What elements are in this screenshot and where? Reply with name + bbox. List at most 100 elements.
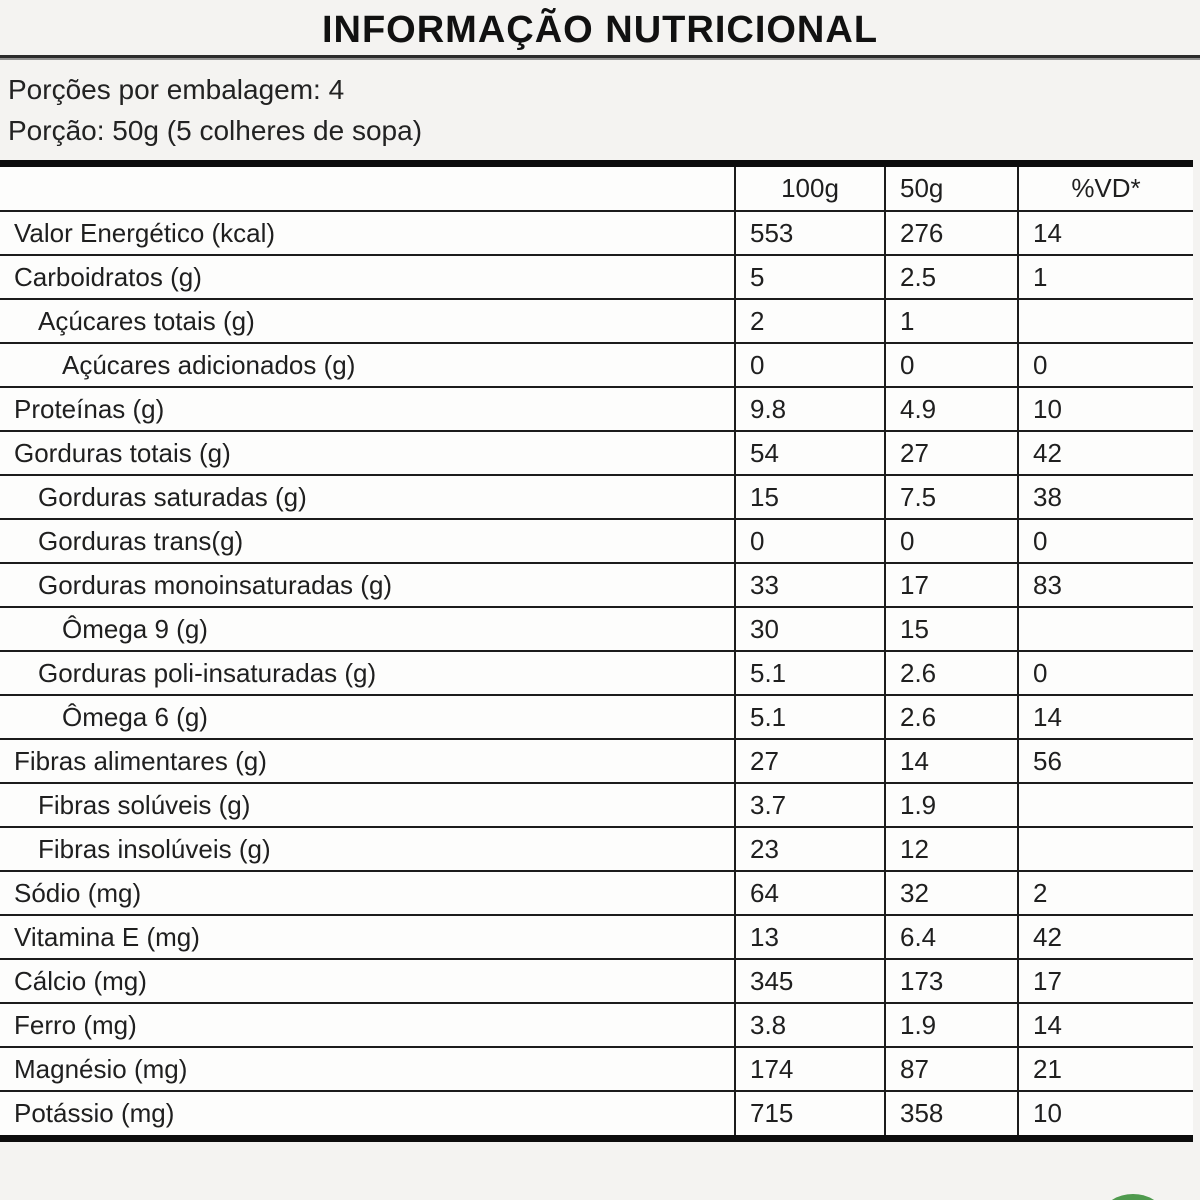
table-row: Fibras insolúveis (g) 23 12 xyxy=(0,826,1193,872)
value-vd: 1 xyxy=(1017,254,1193,300)
table-row: Magnésio (mg) 174 87 21 xyxy=(0,1046,1193,1092)
nutrient-label: Ômega 6 (g) xyxy=(0,694,736,740)
value-100g: 0 xyxy=(734,518,886,564)
value-vd: 38 xyxy=(1017,474,1193,520)
value-vd: 42 xyxy=(1017,914,1193,960)
table-row: Ferro (mg) 3.8 1.9 14 xyxy=(0,1002,1193,1048)
nutrient-label: Carboidratos (g) xyxy=(0,254,736,300)
value-100g: 13 xyxy=(734,914,886,960)
value-50g: 358 xyxy=(884,1090,1019,1135)
nutrient-label: Fibras insolúveis (g) xyxy=(0,826,736,872)
value-50g: 7.5 xyxy=(884,474,1019,520)
value-vd: 42 xyxy=(1017,430,1193,476)
nutrient-label: Gorduras monoinsaturadas (g) xyxy=(0,562,736,608)
nutrient-label: Cálcio (mg) xyxy=(0,958,736,1004)
col-header-50g: 50g xyxy=(884,167,1019,212)
nutrition-table-wrap: 100g 50g %VD* Valor Energético (kcal) 553… xyxy=(0,160,1193,1142)
title-divider xyxy=(0,55,1200,60)
table-row: Gorduras poli-insaturadas (g) 5.1 2.6 0 xyxy=(0,650,1193,696)
value-100g: 5.1 xyxy=(734,694,886,740)
value-50g: 2.5 xyxy=(884,254,1019,300)
value-50g: 2.6 xyxy=(884,650,1019,696)
value-100g: 345 xyxy=(734,958,886,1004)
col-header-vd: %VD* xyxy=(1017,167,1193,212)
nutrient-label: Açúcares adicionados (g) xyxy=(0,342,736,388)
nutrient-label: Gorduras trans(g) xyxy=(0,518,736,564)
value-vd: 2 xyxy=(1017,870,1193,916)
nutrient-label: Fibras solúveis (g) xyxy=(0,782,736,828)
nutrient-label: Vitamina E (mg) xyxy=(0,914,736,960)
table-row: Gorduras trans(g) 0 0 0 xyxy=(0,518,1193,564)
value-100g: 23 xyxy=(734,826,886,872)
logo-arc-icon xyxy=(1104,1194,1162,1200)
value-50g: 2.6 xyxy=(884,694,1019,740)
table-row: Vitamina E (mg) 13 6.4 42 xyxy=(0,914,1193,960)
nutrient-label: Potássio (mg) xyxy=(0,1090,736,1135)
value-50g: 17 xyxy=(884,562,1019,608)
portion-size: Porção: 50g (5 colheres de sopa) xyxy=(8,115,423,146)
value-100g: 5.1 xyxy=(734,650,886,696)
value-100g: 3.8 xyxy=(734,1002,886,1048)
value-100g: 174 xyxy=(734,1046,886,1092)
table-row: Sódio (mg) 64 32 2 xyxy=(0,870,1193,916)
value-vd: 14 xyxy=(1017,1002,1193,1048)
value-vd xyxy=(1017,298,1193,344)
table-row: Gorduras totais (g) 54 27 42 xyxy=(0,430,1193,476)
table-row: Açúcares adicionados (g) 0 0 0 xyxy=(0,342,1193,388)
value-vd xyxy=(1017,826,1193,872)
value-100g: 33 xyxy=(734,562,886,608)
value-vd: 56 xyxy=(1017,738,1193,784)
value-100g: 30 xyxy=(734,606,886,652)
table-row: Ômega 6 (g) 5.1 2.6 14 xyxy=(0,694,1193,740)
value-50g: 27 xyxy=(884,430,1019,476)
nutrient-label: Magnésio (mg) xyxy=(0,1046,736,1092)
value-50g: 276 xyxy=(884,210,1019,256)
nutrition-table: 100g 50g %VD* Valor Energético (kcal) 553… xyxy=(0,167,1193,1135)
table-row: Fibras alimentares (g) 27 14 56 xyxy=(0,738,1193,784)
value-100g: 3.7 xyxy=(734,782,886,828)
table-row: Fibras solúveis (g) 3.7 1.9 xyxy=(0,782,1193,828)
nutrient-label: Fibras alimentares (g) xyxy=(0,738,736,784)
table-row: Proteínas (g) 9.8 4.9 10 xyxy=(0,386,1193,432)
value-50g: 15 xyxy=(884,606,1019,652)
value-100g: 553 xyxy=(734,210,886,256)
label-header: INFORMAÇÃO NUTRICIONAL Porções por embal… xyxy=(0,0,1200,147)
value-50g: 32 xyxy=(884,870,1019,916)
nutrient-label: Sódio (mg) xyxy=(0,870,736,916)
col-header-nutrient xyxy=(0,167,736,212)
value-50g: 0 xyxy=(884,342,1019,388)
value-vd: 21 xyxy=(1017,1046,1193,1092)
value-100g: 5 xyxy=(734,254,886,300)
value-50g: 14 xyxy=(884,738,1019,784)
value-50g: 6.4 xyxy=(884,914,1019,960)
nutrient-label: Açúcares totais (g) xyxy=(0,298,736,344)
value-50g: 0 xyxy=(884,518,1019,564)
table-row: Açúcares totais (g) 2 1 xyxy=(0,298,1193,344)
value-vd xyxy=(1017,782,1193,828)
value-vd: 10 xyxy=(1017,386,1193,432)
nutrient-label: Gorduras totais (g) xyxy=(0,430,736,476)
value-50g: 173 xyxy=(884,958,1019,1004)
nutrient-label: Valor Energético (kcal) xyxy=(0,210,736,256)
col-header-100g: 100g xyxy=(734,167,886,212)
value-50g: 1.9 xyxy=(884,782,1019,828)
nutrient-label: Gorduras poli-insaturadas (g) xyxy=(0,650,736,696)
servings-per-package: Porções por embalagem: 4 xyxy=(8,74,345,105)
table-row: Carboidratos (g) 5 2.5 1 xyxy=(0,254,1193,300)
value-50g: 87 xyxy=(884,1046,1019,1092)
table-row: Ômega 9 (g) 30 15 xyxy=(0,606,1193,652)
value-50g: 4.9 xyxy=(884,386,1019,432)
nutrient-label: Ômega 9 (g) xyxy=(0,606,736,652)
value-vd: 83 xyxy=(1017,562,1193,608)
value-100g: 54 xyxy=(734,430,886,476)
nutrient-label: Proteínas (g) xyxy=(0,386,736,432)
value-100g: 715 xyxy=(734,1090,886,1135)
table-row: Gorduras monoinsaturadas (g) 33 17 83 xyxy=(0,562,1193,608)
value-vd: 0 xyxy=(1017,518,1193,564)
value-100g: 0 xyxy=(734,342,886,388)
value-50g: 1.9 xyxy=(884,1002,1019,1048)
table-row: Cálcio (mg) 345 173 17 xyxy=(0,958,1193,1004)
value-50g: 12 xyxy=(884,826,1019,872)
table-row: Valor Energético (kcal) 553 276 14 xyxy=(0,210,1193,256)
